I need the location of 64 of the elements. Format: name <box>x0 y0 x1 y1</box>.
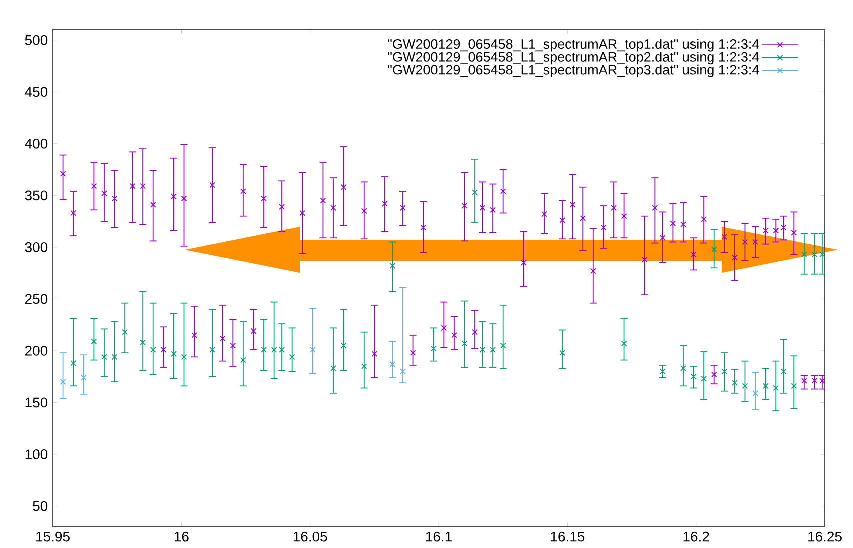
point <box>472 190 478 196</box>
point <box>430 346 437 352</box>
point <box>210 347 216 353</box>
y-tick-label: 350 <box>25 190 48 201</box>
point <box>140 340 146 346</box>
point <box>390 362 396 368</box>
point <box>310 347 316 353</box>
point <box>680 366 686 372</box>
point <box>490 347 496 353</box>
point <box>711 246 718 252</box>
point <box>560 350 566 356</box>
point <box>801 252 808 258</box>
point <box>762 383 769 390</box>
point <box>701 376 707 382</box>
point <box>70 360 77 366</box>
point <box>289 354 296 360</box>
point <box>240 357 246 364</box>
y-tick-label: 300 <box>25 242 48 252</box>
point <box>330 366 336 372</box>
y-tick-label: 400 <box>25 138 48 149</box>
point <box>112 354 118 360</box>
point <box>500 342 506 349</box>
legend-label: "GW200129_065458_L1_spectrumAR_top1.dat" using 1:2:3:4 <box>388 39 760 52</box>
y-tick-label: 50 <box>33 501 48 512</box>
legend-label: "GW200129_065458_L1_spectrumAR_top3.dat" using 1:2:3:4 <box>388 64 760 78</box>
x-tick-label: 16.2 <box>684 532 710 542</box>
point <box>390 263 396 269</box>
point <box>171 351 177 357</box>
y-tick-label: 250 <box>25 294 48 304</box>
y-tick-label: 150 <box>26 398 48 408</box>
point <box>752 390 758 396</box>
point <box>340 342 347 349</box>
x-tick-label: 15.95 <box>36 532 70 542</box>
y-tick-label: 500 <box>25 35 48 46</box>
point <box>791 383 798 390</box>
y-tick-label: 450 <box>25 87 48 98</box>
point <box>480 347 486 353</box>
point <box>60 379 66 385</box>
x-tick-label: 16 <box>174 532 189 542</box>
point <box>621 340 628 347</box>
point <box>150 347 156 353</box>
y-tick-label: 100 <box>26 450 48 460</box>
point <box>261 347 267 353</box>
point <box>80 374 87 381</box>
y-tick-label: 200 <box>25 346 48 356</box>
point <box>742 383 748 390</box>
point <box>462 340 468 347</box>
point <box>660 368 666 375</box>
point <box>780 368 787 375</box>
point <box>361 364 368 370</box>
point <box>400 368 406 375</box>
point <box>690 374 697 380</box>
x-tick-label: 16.1 <box>426 532 452 542</box>
point <box>122 329 128 336</box>
legend-label: "GW200129_065458_L1_spectrumAR_top2.dat" using 1:2:3:4 <box>388 52 760 65</box>
x-tick-label: 16.15 <box>551 532 585 542</box>
point <box>773 385 780 392</box>
point <box>722 368 728 375</box>
point <box>91 338 98 345</box>
x-tick-label: 16.25 <box>808 532 842 542</box>
point <box>181 354 188 360</box>
x-tick-label: 16.05 <box>294 532 328 542</box>
point <box>732 380 738 386</box>
point <box>102 354 108 360</box>
